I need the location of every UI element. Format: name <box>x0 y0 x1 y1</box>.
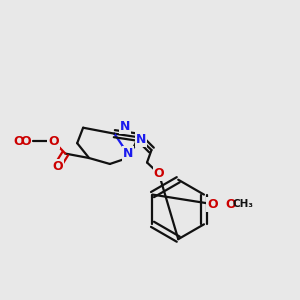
Text: N: N <box>119 120 130 133</box>
Text: O: O <box>13 135 24 148</box>
Text: O: O <box>52 160 63 173</box>
Text: N: N <box>122 147 133 160</box>
Text: O: O <box>52 160 63 173</box>
Text: O: O <box>207 198 218 211</box>
Text: O: O <box>154 167 164 180</box>
Text: O: O <box>154 167 164 180</box>
Text: O: O <box>207 198 218 211</box>
Text: O: O <box>48 135 59 148</box>
Text: O: O <box>226 198 236 211</box>
Text: CH₃: CH₃ <box>232 199 253 209</box>
Text: O: O <box>48 135 59 148</box>
Text: N: N <box>136 133 146 146</box>
Text: O: O <box>20 135 31 148</box>
